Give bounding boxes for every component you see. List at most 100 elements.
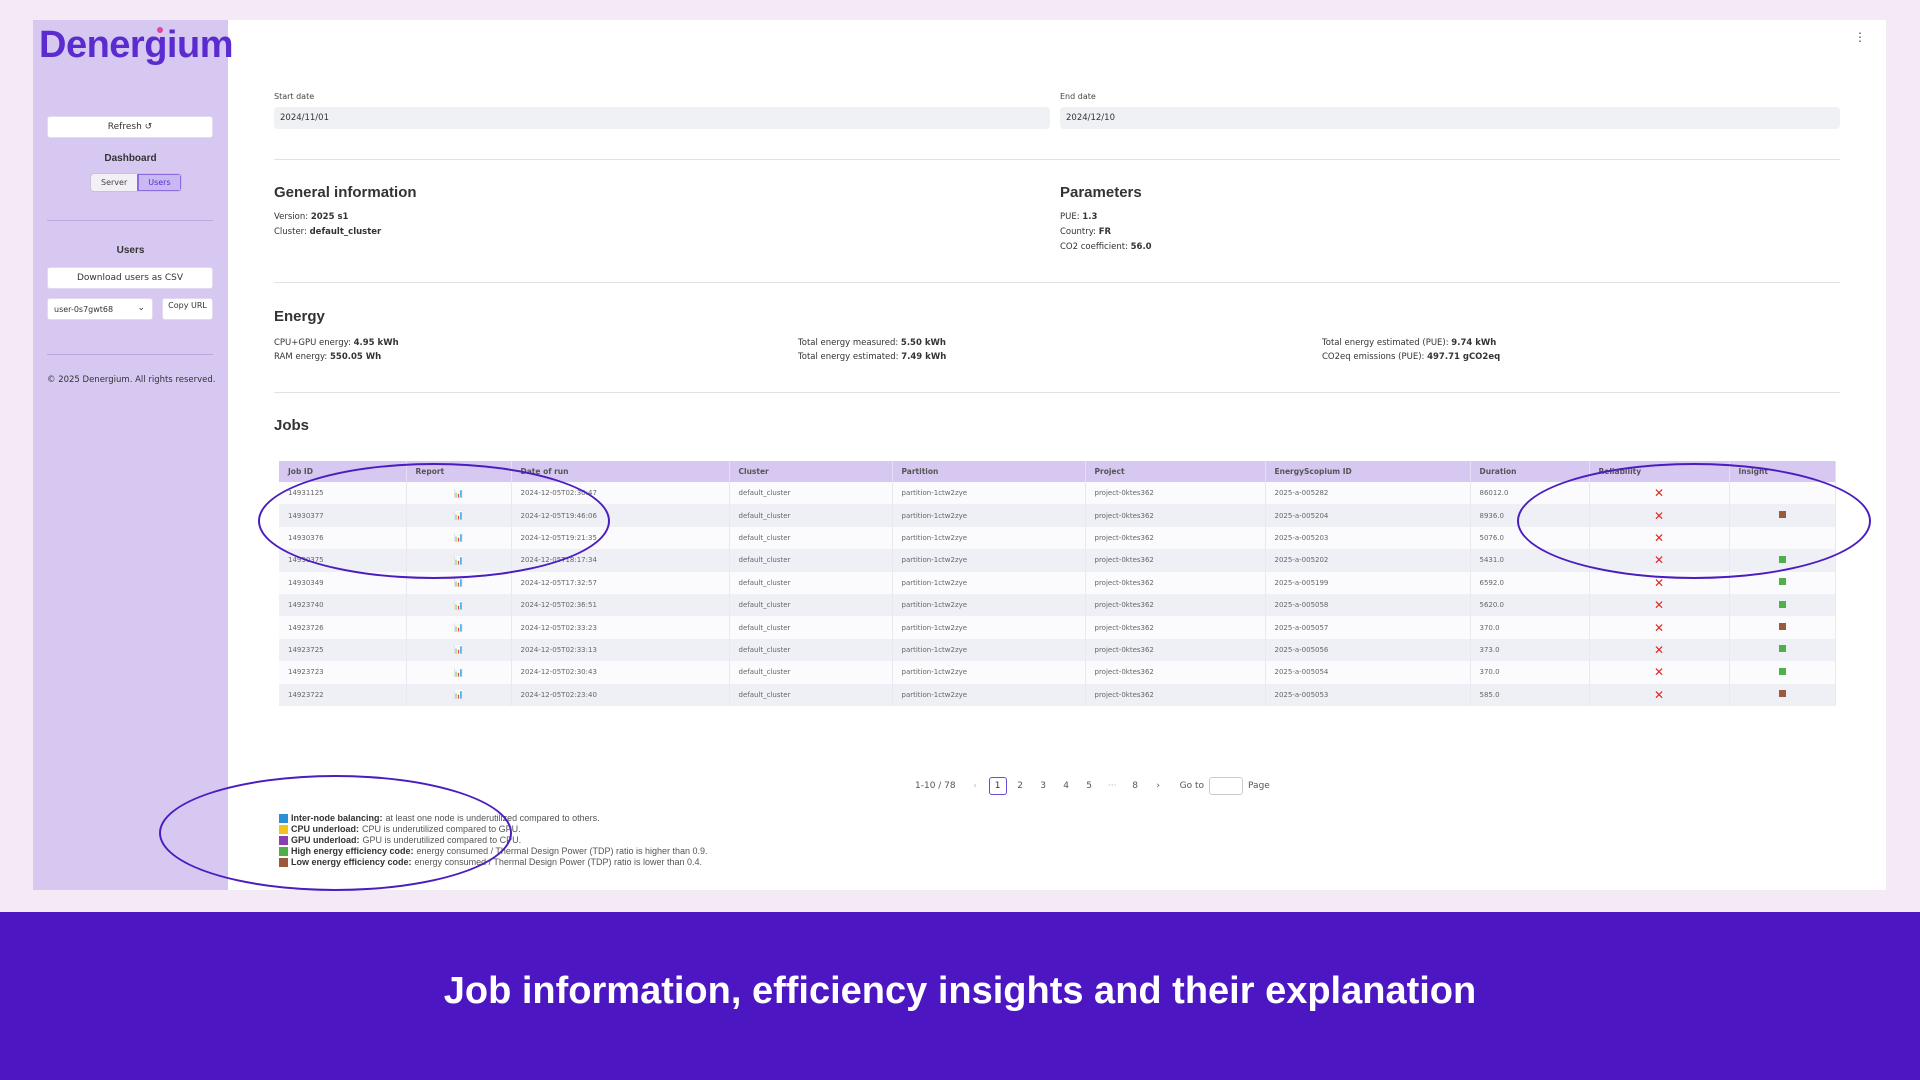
cluster-cell: default_cluster — [729, 638, 893, 662]
start-date-label: Start date — [274, 92, 315, 101]
project-cell: project-0ktes362 — [1085, 571, 1266, 594]
insight-cell — [1729, 616, 1836, 639]
download-users-csv-button[interactable]: Download users as CSV — [47, 267, 213, 289]
column-header[interactable]: EnergyScopium ID — [1265, 461, 1471, 482]
duration-cell: 370.0 — [1470, 616, 1590, 639]
partition-cell: partition-1ctw2zye — [892, 638, 1086, 662]
date-cell: 2024-12-05T17:32:57 — [511, 571, 730, 594]
report-icon[interactable]: 📊 — [453, 600, 464, 610]
user-select[interactable]: user-0s7gwt68 ⌄ — [47, 298, 153, 320]
goto-page-input[interactable] — [1209, 777, 1244, 795]
logo-dot — [157, 27, 163, 33]
dashboard-title: Dashboard — [104, 153, 157, 164]
sidebar-divider — [47, 220, 213, 221]
insight-high-efficiency-icon — [1778, 645, 1786, 653]
pagination: 1-10 / 78 ‹ 1 2 3 4 5 ··· 8 › Go to Page — [915, 777, 1270, 795]
date-cell: 2024-12-05T02:30:43 — [511, 661, 730, 684]
report-cell: 📊 — [406, 661, 512, 684]
column-header[interactable]: Date of run — [511, 461, 730, 482]
more-pages-button[interactable]: ··· — [1107, 781, 1117, 791]
energyscopium-id-cell: 2025-a-005056 — [1265, 638, 1471, 662]
duration-cell: 370.0 — [1470, 661, 1590, 684]
column-header[interactable]: Project — [1085, 461, 1266, 482]
job-id-cell: 14923725 — [279, 638, 407, 662]
next-page-button[interactable]: › — [1156, 781, 1160, 791]
cluster-cell: default_cluster — [729, 683, 893, 706]
project-cell: project-0ktes362 — [1085, 593, 1266, 617]
job-id-cell: 14923740 — [279, 593, 407, 617]
legend-item-text: energy consumed / Thermal Design Power (… — [414, 857, 703, 867]
report-icon[interactable]: 📊 — [453, 667, 464, 677]
report-cell: 📊 — [406, 683, 512, 706]
insight-cell — [1729, 571, 1836, 594]
pue-line: PUE: 1.3 — [1060, 212, 1098, 222]
page-2-button[interactable]: 2 — [1017, 781, 1023, 791]
project-cell: project-0ktes362 — [1085, 482, 1266, 505]
start-date-input[interactable]: 2024/11/01 — [274, 107, 1050, 129]
co2-coefficient-line: CO2 coefficient: 56.0 — [1060, 242, 1152, 252]
date-cell: 2024-12-05T02:33:23 — [511, 616, 730, 639]
table-row[interactable]: 14923723 📊 2024-12-05T02:30:43 default_clus… — [279, 661, 1836, 684]
page-8-button[interactable]: 8 — [1132, 781, 1138, 791]
total-estimated-pue-line: Total energy estimated (PUE): 9.74 kWh — [1322, 338, 1497, 348]
report-icon[interactable]: 📊 — [453, 578, 464, 588]
table-row[interactable]: 14930349 📊 2024-12-05T17:32:57 default_clus… — [279, 571, 1836, 594]
table-row[interactable]: 14923740 📊 2024-12-05T02:36:51 default_clus… — [279, 593, 1836, 617]
project-cell: project-0ktes362 — [1085, 526, 1266, 550]
chevron-down-icon: ⌄ — [137, 303, 145, 313]
partition-cell: partition-1ctw2zye — [892, 616, 1086, 639]
page-4-button[interactable]: 4 — [1063, 781, 1069, 791]
total-measured-line: Total energy measured: 5.50 kWh — [798, 338, 946, 348]
insight-cell — [1729, 593, 1836, 617]
partition-cell: partition-1ctw2zye — [892, 593, 1086, 617]
dashboard-segmented-control: Server Users — [90, 173, 182, 192]
goto-label: Go to — [1179, 781, 1205, 791]
report-cell: 📊 — [406, 638, 512, 662]
report-icon[interactable]: 📊 — [453, 690, 464, 700]
sidebar: Denergium Refresh ↺ Dashboard Server Use… — [33, 20, 233, 890]
ram-energy-line: RAM energy: 550.05 Wh — [274, 352, 382, 362]
cluster-cell: default_cluster — [729, 593, 893, 617]
caption-banner: Job information, efficiency insights and… — [0, 912, 1920, 1080]
energyscopium-id-cell: 2025-a-005057 — [1265, 616, 1471, 639]
cpu-gpu-energy-line: CPU+GPU energy: 4.95 kWh — [274, 338, 399, 348]
project-cell: project-0ktes362 — [1085, 683, 1266, 706]
energyscopium-id-cell: 2025-a-005058 — [1265, 593, 1471, 617]
country-line: Country: FR — [1060, 227, 1112, 237]
report-cell: 📊 — [406, 593, 512, 617]
cluster-cell: default_cluster — [729, 549, 893, 572]
segment-server[interactable]: Server — [91, 174, 138, 191]
page-1-button[interactable]: 1 — [988, 777, 1007, 795]
page-5-button[interactable]: 5 — [1086, 781, 1092, 791]
table-row[interactable]: 14923725 📊 2024-12-05T02:33:13 default_clus… — [279, 638, 1836, 662]
duration-cell: 5620.0 — [1470, 593, 1590, 617]
segment-users[interactable]: Users — [137, 174, 181, 191]
energyscopium-id-cell: 2025-a-005199 — [1265, 571, 1471, 594]
refresh-button[interactable]: Refresh ↺ — [47, 116, 213, 138]
annotation-ellipse-legend — [159, 775, 512, 891]
column-header[interactable]: Cluster — [729, 461, 893, 482]
prev-page-button[interactable]: ‹ — [973, 781, 977, 791]
app-window: Denergium Refresh ↺ Dashboard Server Use… — [33, 20, 1886, 890]
report-icon[interactable]: 📊 — [453, 645, 464, 655]
reliability-cell: ✕ — [1589, 593, 1730, 617]
copy-url-button[interactable]: Copy URL — [162, 298, 213, 320]
cluster-cell: default_cluster — [729, 526, 893, 550]
partition-cell: partition-1ctw2zye — [892, 482, 1086, 505]
date-cell: 2024-12-05T02:23:40 — [511, 683, 730, 706]
banner-caption: Job information, efficiency insights and… — [443, 969, 1477, 1012]
reliability-cell: ✕ — [1589, 683, 1730, 706]
kebab-menu-icon[interactable]: ⋮ — [1854, 30, 1866, 44]
table-row[interactable]: 14923722 📊 2024-12-05T02:23:40 default_clus… — [279, 683, 1836, 706]
job-id-cell: 14923722 — [279, 683, 407, 706]
end-date-input[interactable]: 2024/12/10 — [1060, 107, 1840, 129]
table-row[interactable]: 14923726 📊 2024-12-05T02:33:23 default_clus… — [279, 616, 1836, 639]
unreliable-x-icon: ✕ — [1653, 620, 1665, 635]
column-header[interactable]: Partition — [892, 461, 1086, 482]
page-3-button[interactable]: 3 — [1040, 781, 1046, 791]
insight-cell — [1729, 638, 1836, 662]
report-icon[interactable]: 📊 — [453, 623, 464, 633]
duration-cell: 585.0 — [1470, 683, 1590, 706]
energyscopium-id-cell: 2025-a-005204 — [1265, 504, 1471, 527]
column-header[interactable]: Duration — [1470, 461, 1590, 482]
